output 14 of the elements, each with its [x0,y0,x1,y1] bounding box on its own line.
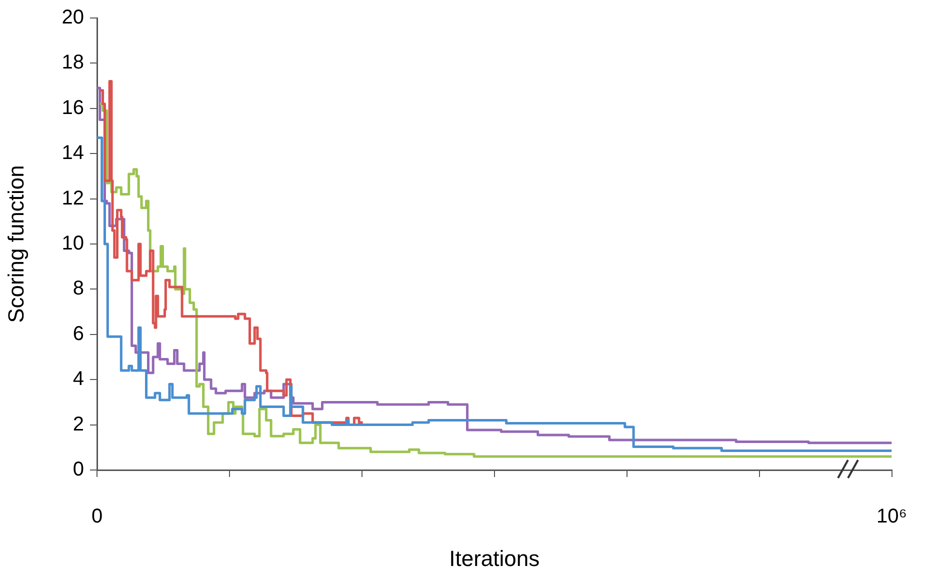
x-axis-title: Iterations [449,546,540,571]
y-tick-label: 16 [62,96,84,119]
y-tick-label: 0 [72,458,84,481]
y-tick-label: 12 [62,187,84,210]
y-tick-label: 10 [62,232,84,255]
y-tick-label: 18 [62,52,84,74]
y-tick-label: 4 [72,368,84,390]
y-tick-label: 14 [62,142,84,164]
y-tick-label: 8 [72,278,84,300]
y-tick-label: 2 [72,413,84,436]
x-tick-label: 10⁶ [876,506,908,528]
y-axis-title: Scoring function [3,165,28,323]
y-tick-label: 6 [72,322,84,345]
y-tick-label: 20 [62,6,84,29]
